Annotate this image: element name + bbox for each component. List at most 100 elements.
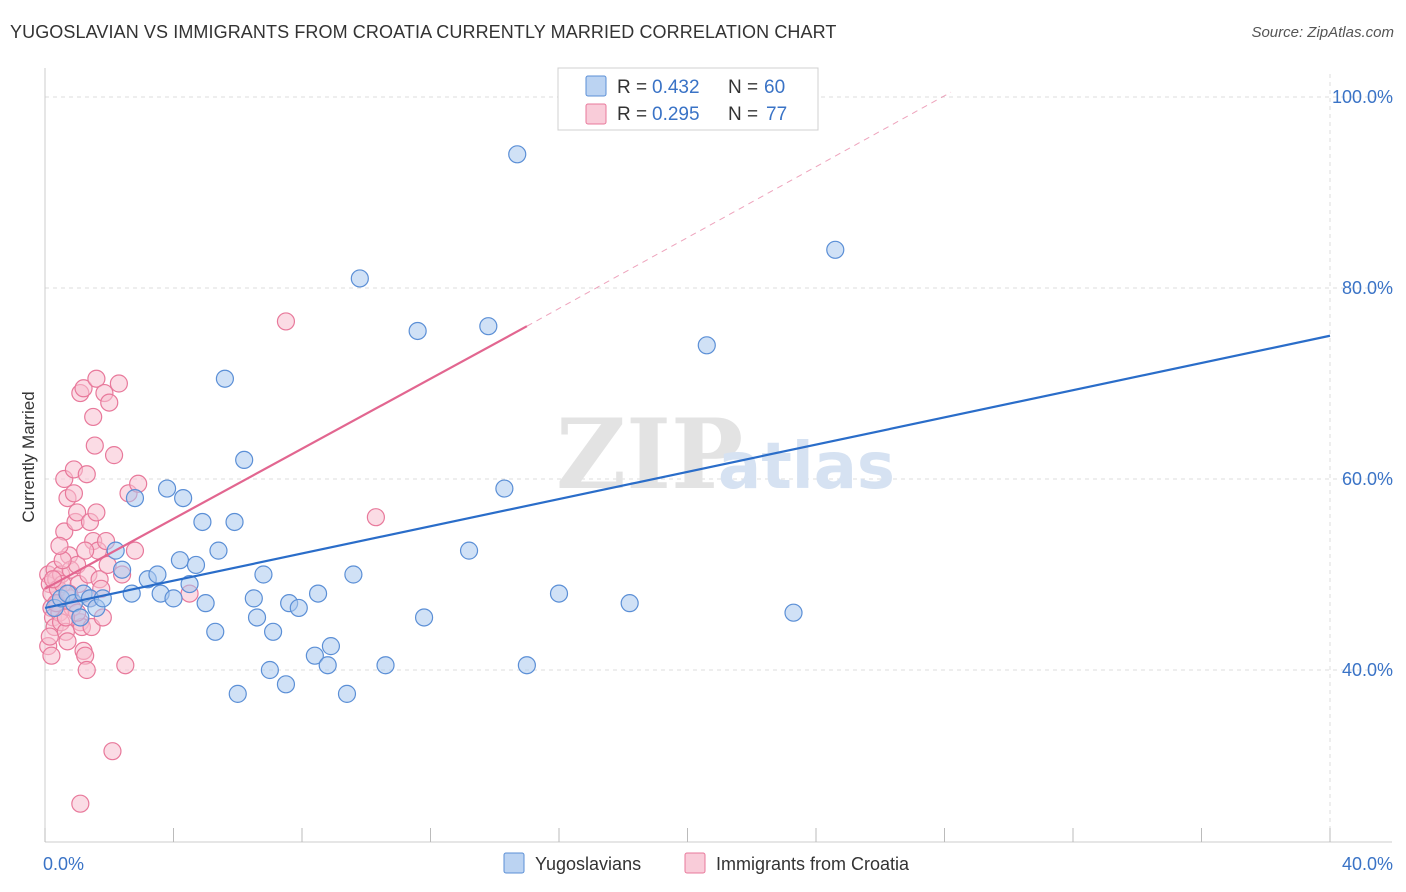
legend-r-label-immigrants-from-croatia: R = [617, 104, 647, 125]
croatia-point-45 [87, 369, 106, 388]
yugoslavians-point-8 [93, 589, 112, 608]
y-tick-label-80: 80.0% [1342, 278, 1393, 298]
croatia-point-43 [84, 407, 103, 427]
yugoslavians-point-30 [244, 589, 263, 608]
croatia-trend-line [44, 325, 528, 590]
yugoslavians-point-44 [350, 269, 369, 288]
yugoslavians-point-20 [180, 574, 199, 594]
yugoslavians-point-34 [263, 622, 283, 641]
chart-title: YUGOSLAVIAN VS IMMIGRANTS FROM CROATIA C… [10, 22, 837, 42]
croatia-point-19 [58, 632, 77, 651]
yugoslavians-point-31 [247, 608, 267, 627]
yugoslavians-point-29 [235, 450, 254, 469]
yugoslavians-point-48 [459, 541, 479, 560]
yugoslavians-point-27 [225, 512, 244, 532]
yugoslavians-point-40 [318, 656, 337, 675]
yugoslavians-point-6 [71, 608, 90, 627]
legend-n-label-immigrants-from-croatia: N = [728, 104, 758, 125]
yugoslavians-point-32 [254, 565, 273, 584]
bottom-legend-swatch-immigrants-from-croatia [684, 852, 706, 874]
y-tick-label-60: 60.0% [1342, 469, 1393, 489]
legend-swatch-immigrants-from-croatia [585, 103, 607, 125]
yugoslavians-point-28 [228, 684, 247, 703]
yugoslavians-point-39 [308, 584, 328, 603]
croatia-point-55 [103, 742, 122, 761]
croatia-point-67 [42, 646, 61, 665]
yugoslavians-point-24 [206, 622, 225, 641]
x-tick-labels: 0.0% 40.0% [43, 854, 1393, 874]
croatia-point-59 [116, 656, 135, 675]
yugoslavians-point-21 [186, 555, 206, 575]
yugoslavians-point-19 [174, 489, 193, 508]
legend-n-value-yugoslavians: 60 [764, 77, 785, 98]
yugoslavians-point-14 [148, 565, 167, 584]
bottom-legend-swatch-yugoslavians [503, 852, 525, 874]
croatia-point-54 [100, 393, 119, 412]
yugoslavians-point-53 [549, 584, 569, 603]
croatia-point-26 [64, 484, 84, 503]
legend-n-value-immigrants-from-croatia: 77 [766, 104, 787, 125]
yugoslavians-point-26 [215, 369, 234, 388]
yugoslavians-point-10 [112, 560, 132, 579]
croatia-point-61 [125, 541, 145, 560]
croatia-point-44 [85, 436, 104, 455]
yugoslavians-point-42 [337, 684, 357, 703]
yugoslavians-point-56 [784, 603, 803, 622]
axes [44, 68, 1392, 843]
legend-n-label-yugoslavians: N = [728, 77, 758, 98]
yugoslavians-point-57 [826, 240, 845, 259]
yugoslavians-point-54 [620, 594, 639, 613]
x-tick-label-40: 40.0% [1342, 854, 1393, 874]
legend-r-value-yugoslavians: 0.432 [652, 77, 700, 98]
yugoslavians-point-55 [697, 336, 716, 355]
yugoslavians-point-50 [495, 479, 514, 498]
yugoslavians-point-33 [260, 660, 279, 680]
yugoslavians-trend-line [44, 334, 1331, 610]
croatia-point-34 [74, 379, 93, 398]
yugoslavians-point-22 [193, 512, 212, 532]
yugoslavians-point-46 [408, 321, 427, 341]
series-yugoslavians-points [45, 145, 845, 703]
yugoslavians-point-45 [376, 656, 395, 675]
yugoslavians-point-49 [479, 317, 498, 336]
croatia-point-66 [366, 508, 385, 527]
croatia-point-65 [276, 312, 296, 331]
croatia-point-57 [109, 374, 128, 393]
correlation-legend: R = 0.432 N = 60 R = 0.295 N = 77 [557, 67, 819, 131]
yugoslavians-point-47 [414, 608, 434, 627]
yugoslavians-point-23 [196, 594, 215, 613]
croatia-trend-extension [526, 91, 952, 327]
croatia-point-72 [76, 541, 95, 560]
yugoslavians-point-16 [157, 479, 177, 498]
croatia-point-37 [77, 660, 96, 680]
y-axis-title: Currently Married [19, 391, 38, 522]
bottom-legend-label-yugoslavians: Yugoslavians [535, 854, 641, 874]
croatia-point-7 [40, 627, 59, 646]
watermark: ZIP atlas [556, 398, 895, 511]
croatia-point-56 [104, 446, 124, 465]
y-tick-label-100: 100.0% [1332, 87, 1393, 107]
croatia-point-73 [50, 536, 69, 555]
yugoslavians-point-38 [305, 646, 324, 665]
croatia-point-28 [68, 503, 87, 522]
yugoslavians-point-25 [209, 541, 228, 560]
yugoslavians-point-35 [276, 675, 296, 694]
x-tick-label-0: 0.0% [43, 854, 84, 874]
yugoslavians-point-52 [517, 656, 536, 675]
bottom-legend-label-immigrants-from-croatia: Immigrants from Croatia [716, 854, 910, 874]
chart-source: Source: ZipAtlas.com [1251, 24, 1394, 41]
croatia-point-38 [77, 465, 96, 484]
yugoslavians-point-37 [289, 598, 308, 618]
yugoslavians-point-12 [125, 489, 145, 508]
legend-swatch-yugoslavians [585, 75, 607, 97]
y-tick-label-40: 40.0% [1342, 660, 1393, 680]
legend-r-value-immigrants-from-croatia: 0.295 [652, 104, 700, 125]
yugoslavians-point-41 [321, 637, 341, 656]
yugoslavians-point-51 [508, 145, 527, 164]
legend-r-label-yugoslavians: R = [617, 77, 647, 98]
y-tick-labels: 100.0% 80.0% 60.0% 40.0% [1332, 87, 1393, 680]
yugoslavians-point-17 [164, 589, 183, 608]
yugoslavians-point-43 [344, 565, 363, 584]
croatia-point-63 [71, 794, 90, 813]
